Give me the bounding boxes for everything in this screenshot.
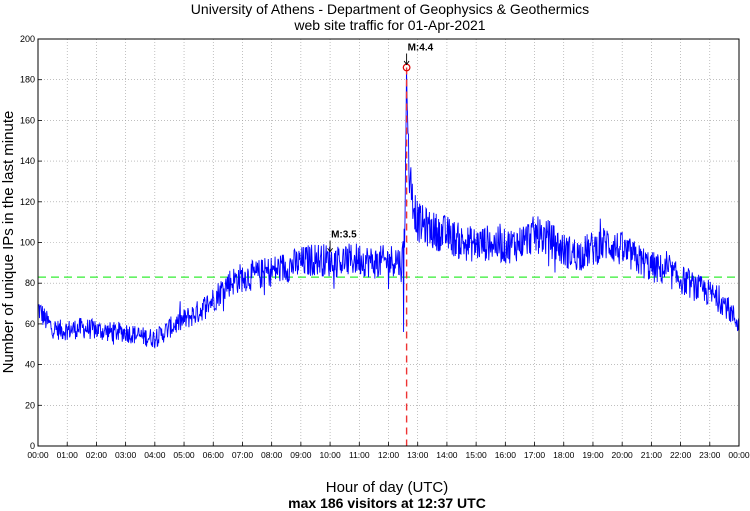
x-tick-label: 06:00 [203, 450, 225, 460]
chart-title-line2: web site traffic for 01-Apr-2021 [293, 17, 485, 33]
x-tick-label: 22:00 [670, 450, 692, 460]
x-tick-label: 12:00 [378, 450, 400, 460]
x-tick-label: 08:00 [261, 450, 283, 460]
x-tick-label: 02:00 [86, 450, 108, 460]
y-tick-label: 160 [20, 115, 35, 125]
y-tick-label: 0 [30, 441, 35, 451]
y-tick-label: 100 [20, 238, 35, 248]
y-axis-label: Number of unique IPs in the last minute [0, 111, 17, 374]
x-tick-label: 23:00 [699, 450, 721, 460]
traffic-series-line [37, 67, 740, 349]
x-tick-label: 21:00 [641, 450, 663, 460]
grid [38, 39, 739, 446]
x-axis-label: Hour of day (UTC) [326, 479, 449, 496]
x-tick-label: 14:00 [436, 450, 458, 460]
y-tick-label: 200 [20, 34, 35, 44]
x-tick-label: 07:00 [232, 450, 254, 460]
x-tick-label: 15:00 [465, 450, 487, 460]
x-tick-label: 11:00 [349, 450, 370, 460]
x-tick-label: 00:00 [27, 450, 49, 460]
y-tick-label: 80 [25, 278, 35, 288]
x-tick-label: 09:00 [290, 450, 312, 460]
plot-frame [37, 38, 740, 447]
x-tick-label: 05:00 [173, 450, 195, 460]
x-tick-label: 19:00 [582, 450, 604, 460]
x-tick-label: 03:00 [115, 450, 137, 460]
event-arrow-head [327, 247, 333, 253]
max-visitors-footer: max 186 visitors at 12:37 UTC [288, 495, 486, 511]
x-tick-label: 20:00 [612, 450, 634, 460]
x-tick-label: 00:00 [728, 450, 750, 460]
event-arrow-head [403, 60, 410, 66]
event-label: M:4.4 [408, 42, 434, 53]
x-tick-label: 13:00 [407, 450, 429, 460]
x-tick-label: 18:00 [553, 450, 575, 460]
y-tick-label: 180 [20, 75, 35, 85]
y-tick-label: 40 [25, 360, 35, 370]
x-axis-ticks: 00:00 01:00 02:00 03:00 04:00 05:00 06:00 07:00… [27, 442, 750, 460]
earthquake-annotations: M:3.5 M:4.4 [327, 42, 434, 253]
x-tick-label: 04:00 [144, 450, 166, 460]
y-tick-label: 140 [20, 156, 35, 166]
event-label: M:3.5 [331, 230, 357, 241]
x-tick-label: 10:00 [319, 450, 341, 460]
y-tick-label: 20 [25, 400, 35, 410]
x-tick-label: 16:00 [495, 450, 517, 460]
x-tick-label: 17:00 [524, 450, 546, 460]
chart-title-line1: University of Athens - Department of Geo… [191, 1, 589, 17]
y-tick-label: 120 [20, 197, 35, 207]
x-tick-label: 01:00 [57, 450, 79, 460]
y-tick-label: 60 [25, 319, 35, 329]
